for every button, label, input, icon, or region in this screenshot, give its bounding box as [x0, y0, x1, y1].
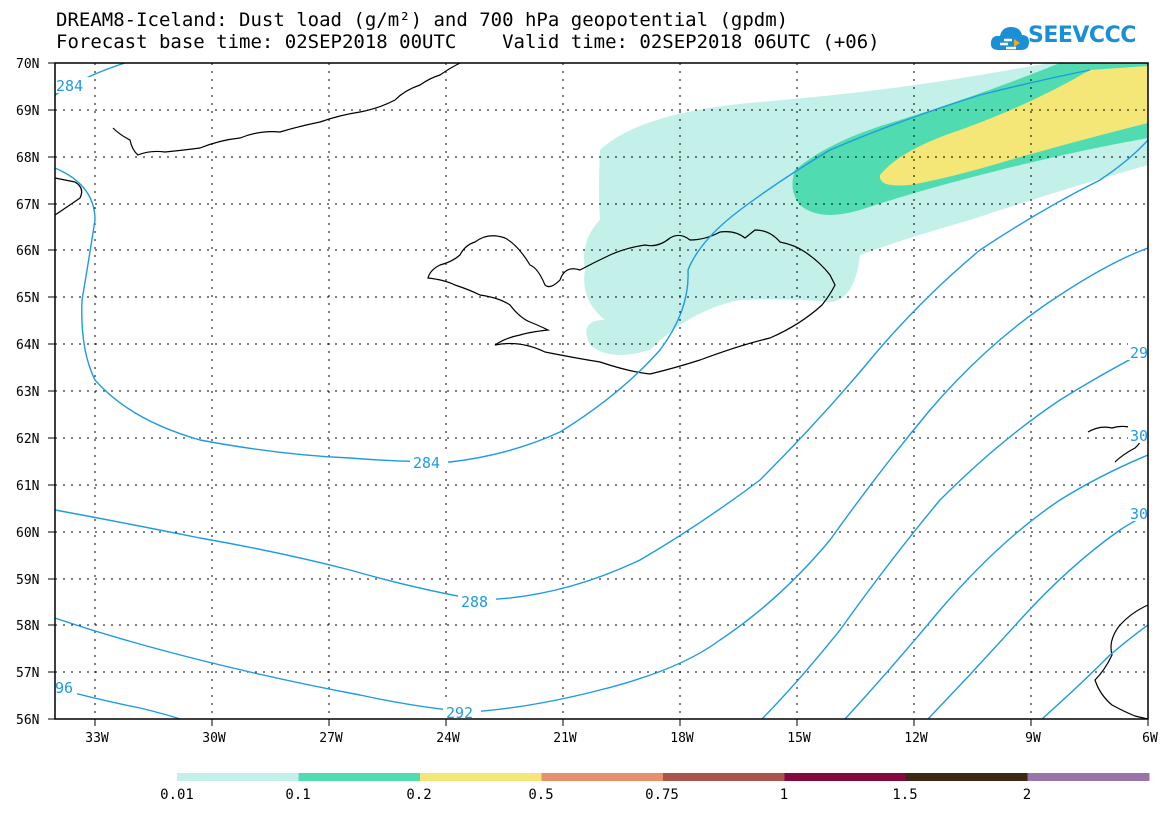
colorbar-swatch [177, 773, 299, 781]
colorbar-label: 0.5 [528, 787, 553, 803]
contour-288 [55, 139, 1148, 601]
colorbar-label: 0.01 [160, 787, 194, 803]
colorbar-label: 0.2 [406, 787, 431, 803]
lat-label: 65N [16, 291, 39, 306]
map-title-line1: DREAM8-Iceland: Dust load (g/m²) and 700… [56, 9, 789, 31]
geopotential-contours [55, 63, 1148, 719]
colorbar-swatch [420, 773, 542, 781]
contour-296 [55, 687, 181, 719]
colorbar-label: 2 [1023, 787, 1031, 803]
lon-label: 18W [670, 731, 694, 746]
dust-0.2-area [879, 66, 1148, 186]
colorbar-swatch [1027, 773, 1150, 781]
lon-label: 6W [1142, 731, 1158, 746]
contour-label: 96 [55, 679, 73, 697]
lon-label: 15W [787, 731, 811, 746]
contour-label: 284 [56, 77, 83, 95]
colorbar-label: 1 [780, 787, 788, 803]
lat-label: 59N [16, 573, 39, 588]
lon-label: 12W [904, 731, 928, 746]
contour-304 [844, 454, 1148, 719]
dust-shading [584, 63, 1148, 355]
contour-312 [1041, 624, 1148, 719]
contour-label: 288 [461, 593, 488, 611]
colorbar-swatch [784, 773, 907, 781]
contour-label: 29 [1130, 344, 1148, 362]
lat-label: 60N [16, 526, 39, 541]
logo-text: SEEVCCC [1028, 23, 1136, 48]
seevccc-logo: SEEVCCC [990, 20, 1165, 60]
contour-300 [761, 349, 1148, 719]
lon-label: 33W [85, 731, 109, 746]
graticule [55, 63, 1148, 719]
longitude-labels: 33W 30W 27W 24W 21W 18W 15W 12W 9W 6W [85, 731, 1158, 746]
map-title-line2: Forecast base time: 02SEP2018 00UTC Vali… [56, 31, 880, 53]
lat-label: 58N [16, 619, 39, 634]
contour-label: 292 [446, 704, 473, 722]
contour-label-group: 284 284 288 292 96 29 30 30 [53, 77, 1148, 722]
axis-ticks [48, 62, 1149, 726]
contour-284 [55, 69, 1091, 463]
lon-label: 27W [319, 731, 343, 746]
lat-label: 68N [16, 151, 39, 166]
lat-label: 61N [16, 479, 39, 494]
lat-label: 62N [16, 432, 39, 447]
colorbar-swatch [906, 773, 1028, 781]
scotland-coastline [1094, 604, 1148, 719]
cloud-icon [990, 27, 1029, 50]
lat-label: 69N [16, 104, 39, 119]
coastlines [55, 63, 1148, 719]
contour-292 [55, 247, 1148, 713]
lon-label: 24W [436, 731, 460, 746]
contour-label: 30 [1130, 427, 1148, 445]
lat-label: 57N [16, 666, 39, 681]
iceland-coastline [427, 229, 836, 375]
lon-label: 30W [202, 731, 226, 746]
lat-label: 70N [16, 57, 39, 72]
colorbar [177, 773, 1150, 781]
lat-label: 56N [16, 713, 39, 728]
contour-label: 30 [1130, 505, 1148, 523]
colorbar-swatch [541, 773, 664, 781]
lat-label: 66N [16, 244, 39, 259]
latitude-labels: 70N 69N 68N 67N 66N 65N 64N 63N 62N 61N … [16, 57, 39, 728]
colorbar-swatch [298, 773, 421, 781]
colorbar-label: 1.5 [892, 787, 917, 803]
lon-label: 9W [1025, 731, 1041, 746]
lat-label: 63N [16, 385, 39, 400]
contour-label: 284 [413, 454, 440, 472]
lon-label: 21W [553, 731, 577, 746]
colorbar-swatch [663, 773, 785, 781]
contour-308 [927, 514, 1148, 719]
greenland-coastline [55, 63, 461, 216]
colorbar-label: 0.75 [645, 787, 679, 803]
colorbar-label: 0.1 [285, 787, 310, 803]
lat-label: 64N [16, 338, 39, 353]
colorbar-labels: 0.01 0.1 0.2 0.5 0.75 1 1.5 2 [160, 787, 1031, 803]
lat-label: 67N [16, 198, 39, 213]
